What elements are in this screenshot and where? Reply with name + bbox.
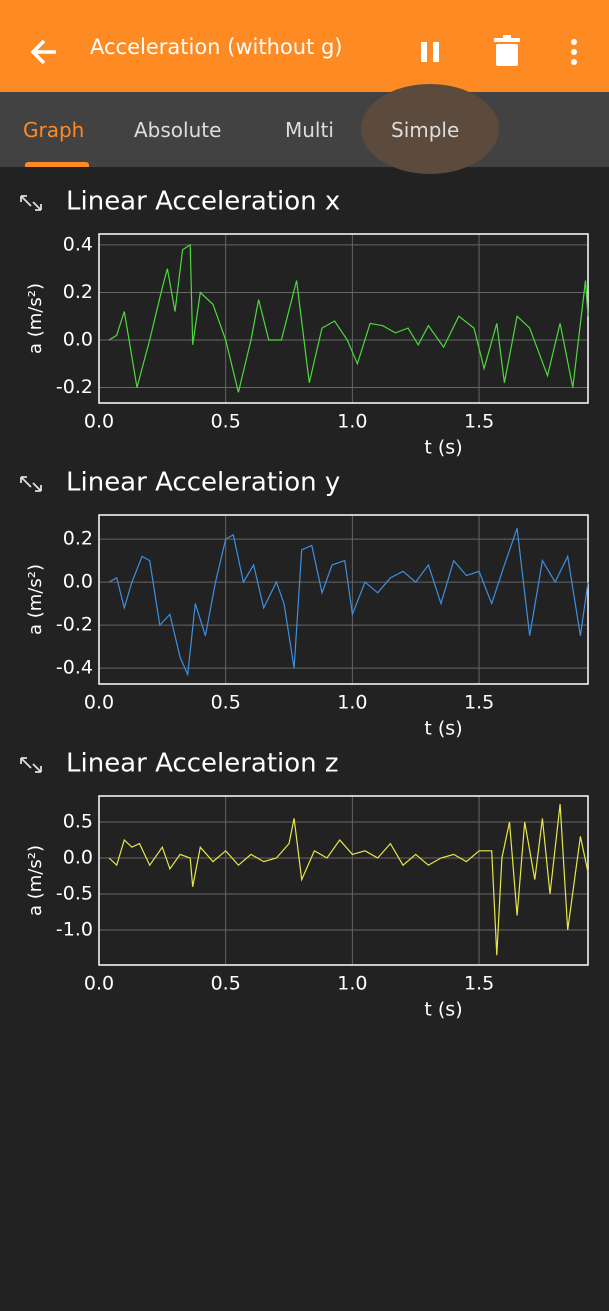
plot-frame [98,514,589,685]
chart-title: Linear Acceleration x [66,187,340,217]
y-axis-label: a (m/s²) [25,564,46,635]
pause-button[interactable] [421,42,439,62]
y-tick-label: -0.2 [56,614,93,636]
y-tick-label: 0.4 [63,233,93,255]
x-tick-label: 1.5 [464,411,494,433]
expand-icon[interactable] [20,757,42,773]
x-tick-label: 0.5 [211,973,241,995]
x-tick-label: 1.5 [464,692,494,714]
y-axis-label: a (m/s²) [25,283,46,354]
y-tick-label: -0.5 [56,883,93,905]
tab-bar [0,84,609,174]
data-line [108,243,589,393]
charts: Linear Acceleration x 0.4 0.2 0.0 -0.2 0.0 0.5… [20,187,589,1021]
plot-frame [98,233,589,404]
y-tick-label: -0.4 [56,657,93,679]
x-axis-label: t (s) [424,718,462,740]
chart-title: Linear Acceleration z [66,749,339,779]
expand-icon[interactable] [20,476,42,492]
x-tick-label: 1.5 [464,973,494,995]
x-tick-label: 0.5 [211,411,241,433]
x-tick-label: 0.0 [84,411,114,433]
tab[interactable]: Multi [285,118,334,142]
tab-indicator [25,162,89,167]
y-tick-label: 0.0 [63,846,93,868]
y-tick-label: -1.0 [56,919,93,941]
plot-frame [98,795,589,966]
icon-arrow [20,195,42,211]
x-tick-label: 0.5 [211,692,241,714]
delete-button[interactable] [494,35,520,66]
x-tick-label: 1.0 [337,411,367,433]
icon-arrow [20,757,42,773]
chart-title: Linear Acceleration y [66,468,340,498]
app-bar-icons: Acceleration (without g) [30,35,577,66]
y-tick-label: 0.0 [63,329,93,351]
chart: Linear Acceleration y 0.2 0.0 -0.2 -0.4 0.0 0.… [20,468,589,740]
back-button[interactable] [30,39,56,65]
data-line [108,803,589,956]
tab[interactable]: Simple [391,118,460,142]
x-tick-label: 1.0 [337,692,367,714]
x-tick-label: 1.0 [337,973,367,995]
y-axis-label: a (m/s²) [25,845,46,916]
x-tick-label: 0.0 [84,973,114,995]
menu-button[interactable] [571,39,577,65]
y-tick-label: 0.2 [63,528,93,550]
chart: Linear Acceleration x 0.4 0.2 0.0 -0.2 0.0 0.5… [20,187,589,459]
y-tick-label: 0.5 [63,810,93,832]
y-tick-label: 0.2 [63,281,93,303]
screen-title: Acceleration (without g) [90,35,343,59]
expand-icon[interactable] [20,195,42,211]
x-tick-label: 0.0 [84,692,114,714]
chart: Linear Acceleration z 0.5 0.0 -0.5 -1.0 0.0 0.… [20,749,589,1021]
y-tick-label: 0.0 [63,571,93,593]
ripple [361,84,499,174]
y-tick-label: -0.2 [56,376,93,398]
app-bar: Acceleration (without g) [0,0,609,92]
x-axis-label: t (s) [424,437,462,459]
tab[interactable]: Absolute [134,118,222,142]
icon-arrow [20,476,42,492]
x-axis-label: t (s) [424,999,462,1021]
data-line [108,528,589,677]
tab[interactable]: Graph [23,118,85,142]
